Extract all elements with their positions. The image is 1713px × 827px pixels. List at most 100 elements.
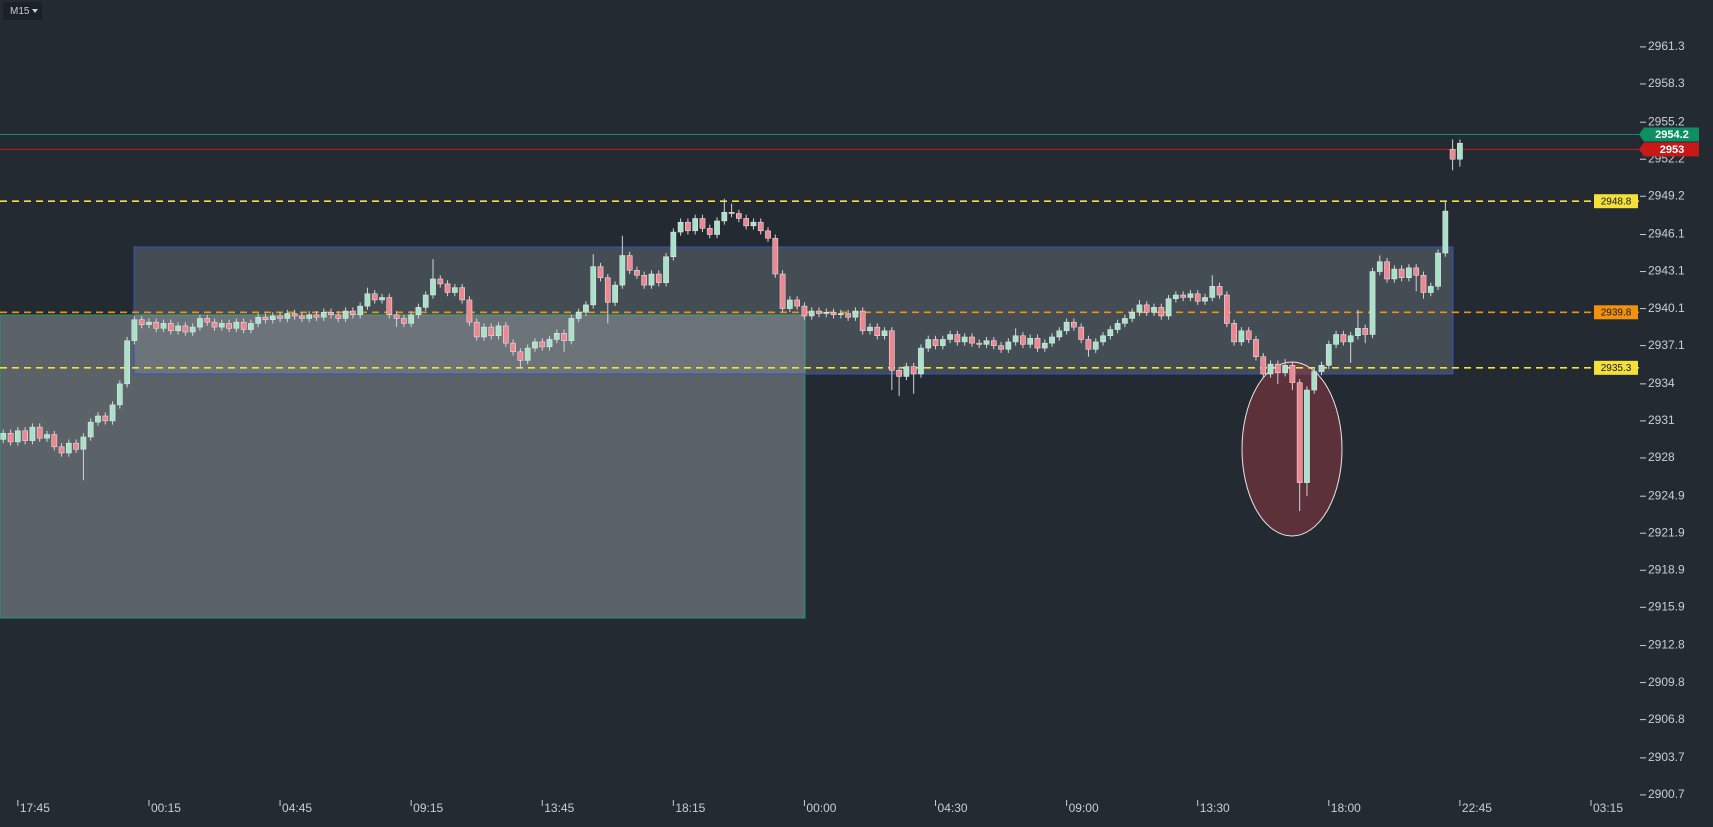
candle-body xyxy=(1457,142,1463,160)
x-tick-label: 09:00 xyxy=(1069,801,1099,815)
candle-body xyxy=(0,432,7,440)
candle-body xyxy=(1260,356,1267,375)
candle-body xyxy=(881,330,888,336)
candle-body xyxy=(29,426,36,441)
candle-body xyxy=(153,321,160,329)
candle-body xyxy=(699,218,706,229)
y-tick-label: 2903.7 xyxy=(1648,750,1685,764)
candle-body xyxy=(1223,294,1230,324)
candle-body xyxy=(939,339,946,346)
candle-body xyxy=(619,255,626,286)
candle-body xyxy=(546,339,553,348)
candle-body xyxy=(197,318,203,328)
y-tick-label: 2949.2 xyxy=(1648,188,1685,202)
candle-body xyxy=(932,339,939,346)
range-box xyxy=(133,246,1454,375)
x-tick-label: 00:00 xyxy=(806,801,836,815)
candle-body xyxy=(641,275,648,286)
candle-body xyxy=(634,270,640,276)
y-tick-label: 2924.9 xyxy=(1648,488,1685,502)
candle-body xyxy=(1274,363,1281,374)
candle-body xyxy=(1005,341,1012,350)
candle-body xyxy=(677,221,684,233)
candle-body xyxy=(816,310,822,314)
candle-body xyxy=(750,221,757,227)
candle-body xyxy=(1180,294,1186,298)
candle-body xyxy=(73,442,79,450)
candle-body xyxy=(1406,267,1412,278)
candle-body xyxy=(1173,294,1179,299)
dropdown-arrow xyxy=(32,9,38,13)
candle-body xyxy=(1347,335,1354,343)
y-tick-label: 2900.7 xyxy=(1648,787,1685,801)
candle-body xyxy=(160,323,167,329)
candle-body xyxy=(524,347,531,361)
candle-body xyxy=(1289,365,1296,383)
candle-body xyxy=(823,312,830,314)
candle-body xyxy=(1267,363,1274,375)
y-tick-label: 2955.2 xyxy=(1648,114,1685,128)
candle-body xyxy=(1435,252,1441,287)
y-tick-label: 2940.1 xyxy=(1648,301,1685,315)
price-tag-label: 2954.2 xyxy=(1655,129,1689,141)
candle-body xyxy=(109,404,116,422)
candle-body xyxy=(1041,342,1048,349)
candle-body xyxy=(65,442,72,454)
candle-body xyxy=(808,310,815,317)
candle-body xyxy=(830,312,837,316)
candle-body xyxy=(692,218,699,232)
candle-body xyxy=(233,321,240,329)
candle-body xyxy=(1012,335,1019,343)
candle-body xyxy=(597,266,604,278)
candle-body xyxy=(328,312,334,316)
candle-body xyxy=(1136,304,1143,313)
candle-body xyxy=(721,212,728,222)
candle-body xyxy=(1216,286,1223,296)
candle-body xyxy=(393,314,400,319)
candle-body xyxy=(1020,335,1026,345)
candle-body xyxy=(1376,261,1383,272)
candle-body xyxy=(430,278,436,296)
candle-body xyxy=(925,339,932,349)
candle-body xyxy=(131,319,138,341)
candle-body xyxy=(794,299,800,307)
candle-body xyxy=(1391,268,1398,280)
candle-body xyxy=(947,334,953,340)
y-tick-label: 2921.9 xyxy=(1648,525,1685,539)
candle-body xyxy=(1420,275,1427,293)
candle-body xyxy=(714,220,720,235)
candle-body xyxy=(1325,344,1332,366)
candle-body xyxy=(488,326,495,336)
candle-body xyxy=(386,297,393,316)
timeframe-button[interactable]: M15 xyxy=(3,2,42,20)
candle-body xyxy=(539,341,546,348)
candle-body xyxy=(269,315,276,320)
y-tick-label: 2918.9 xyxy=(1648,562,1685,576)
candle-body xyxy=(1122,318,1128,324)
candle-body xyxy=(583,304,589,313)
candle-body xyxy=(182,325,189,333)
candle-body xyxy=(685,221,691,232)
candle-body xyxy=(1311,371,1318,391)
candle-body xyxy=(138,319,145,325)
candle-body xyxy=(1296,382,1303,483)
candle-body xyxy=(954,334,961,343)
level-tag xyxy=(1594,305,1638,320)
candle-body xyxy=(320,312,327,318)
candle-body xyxy=(379,297,385,301)
candle-body xyxy=(1355,328,1361,336)
candle-body xyxy=(350,310,356,316)
candle-body xyxy=(502,325,509,344)
candle-body xyxy=(313,314,320,318)
candle-body xyxy=(1187,293,1194,298)
candle-body xyxy=(1078,326,1085,340)
candle-body xyxy=(1071,321,1077,328)
candle-body xyxy=(116,383,123,406)
candle-body xyxy=(451,287,458,293)
candle-body xyxy=(277,315,283,319)
candle-body xyxy=(15,430,21,443)
candle-body xyxy=(867,326,873,332)
candle-body xyxy=(590,266,597,306)
candle-body xyxy=(335,314,342,319)
